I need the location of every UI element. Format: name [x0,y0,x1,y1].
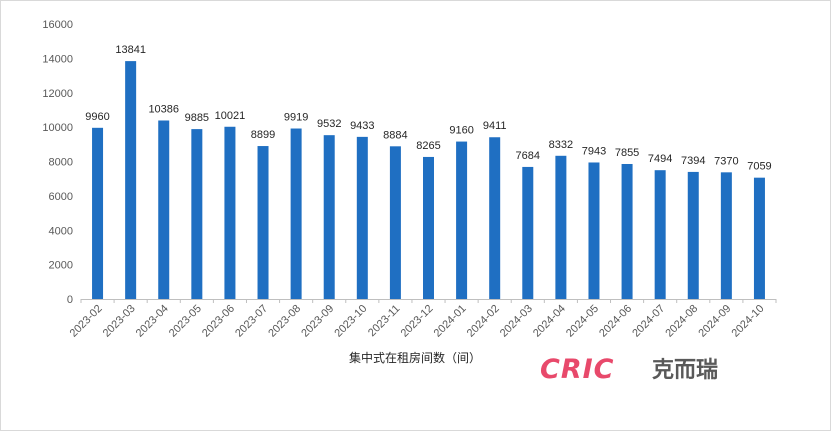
bar [356,136,368,299]
y-tick-label: 8000 [49,157,73,169]
data-label: 7059 [747,161,771,173]
data-label: 9532 [317,118,341,130]
x-tick-label: 2024-08 [663,303,700,340]
data-label: 9919 [284,112,308,124]
x-tick-label: 2024-02 [465,303,502,340]
bar [323,135,335,299]
data-label: 7855 [615,147,639,159]
data-label: 7684 [516,150,540,162]
data-label: 7494 [648,153,672,165]
bar [720,172,732,299]
svg-text:克而瑞: 克而瑞 [652,357,718,383]
x-tick-label: 2023-02 [68,303,105,340]
data-label: 13841 [115,44,146,56]
data-label: 9885 [185,112,209,124]
x-tick-label: 2024-01 [432,303,469,340]
bar [456,141,468,299]
y-tick-label: 12000 [42,88,73,100]
y-tick-label: 0 [67,294,73,306]
x-tick-label: 2023-11 [366,303,402,339]
x-tick-label: 2023-06 [200,303,237,340]
data-label: 8884 [383,129,407,141]
data-label: 10021 [215,110,246,122]
bar [92,127,104,299]
data-label: 10386 [148,103,179,115]
y-tick-label: 10000 [42,122,73,134]
x-tick-label: 2023-09 [299,303,336,340]
cric-logo: CRIC 克而瑞 [540,354,718,385]
bar [125,61,137,299]
svg-text:CRIC: CRIC [540,354,614,385]
bar [687,171,699,299]
x-tick-label: 2024-05 [564,303,601,340]
y-tick-label: 14000 [42,53,73,65]
data-label: 8265 [416,140,440,152]
y-tick-label: 16000 [42,19,73,31]
data-label: 7943 [582,145,606,157]
x-tick-label: 2024-04 [531,303,568,340]
x-tick-label: 2023-12 [399,303,436,340]
data-label: 9160 [449,125,473,137]
x-tick-label: 2024-06 [597,303,634,340]
bar [423,156,434,299]
data-label: 9960 [85,111,109,123]
x-axis: 2023-022023-032023-042023-052023-062023-… [68,299,777,340]
bar [522,166,534,299]
bar [224,126,236,299]
x-tick-label: 2024-07 [630,303,667,340]
x-tick-label: 2024-10 [730,303,767,340]
bar [158,120,170,299]
x-tick-label: 2023-04 [134,303,171,340]
x-axis-title: 集中式在租房间数（间） [349,350,481,365]
data-label: 9411 [483,120,507,132]
data-label: 8899 [251,129,275,141]
bar [621,163,633,299]
bar [191,129,203,299]
y-tick-label: 6000 [49,191,73,203]
data-label: 7394 [681,155,705,167]
bar [588,162,600,299]
y-tick-label: 4000 [49,225,73,237]
x-tick-label: 2023-05 [167,303,204,340]
bars: 9960 13841 10386 9885 10021 8899 9919 9532 9433 8… [85,44,772,299]
bar [654,170,666,299]
data-label: 7370 [714,155,738,167]
bar [753,177,765,299]
data-label: 9433 [350,120,374,132]
x-tick-label: 2023-10 [332,303,369,340]
bar [389,146,401,299]
x-tick-label: 2023-08 [266,303,303,340]
bar [290,128,302,299]
bar [555,155,567,299]
x-tick-label: 2024-09 [696,303,733,340]
x-tick-label: 2024-03 [498,303,535,340]
x-tick-label: 2023-03 [101,303,138,340]
data-label: 8332 [549,139,573,151]
bar [257,146,269,299]
bar [489,137,501,299]
y-tick-label: 2000 [49,260,73,272]
x-tick-label: 2023-07 [233,303,270,340]
y-axis: 0 2000 4000 6000 8000 10000 12000 14000 16000 [42,19,73,306]
